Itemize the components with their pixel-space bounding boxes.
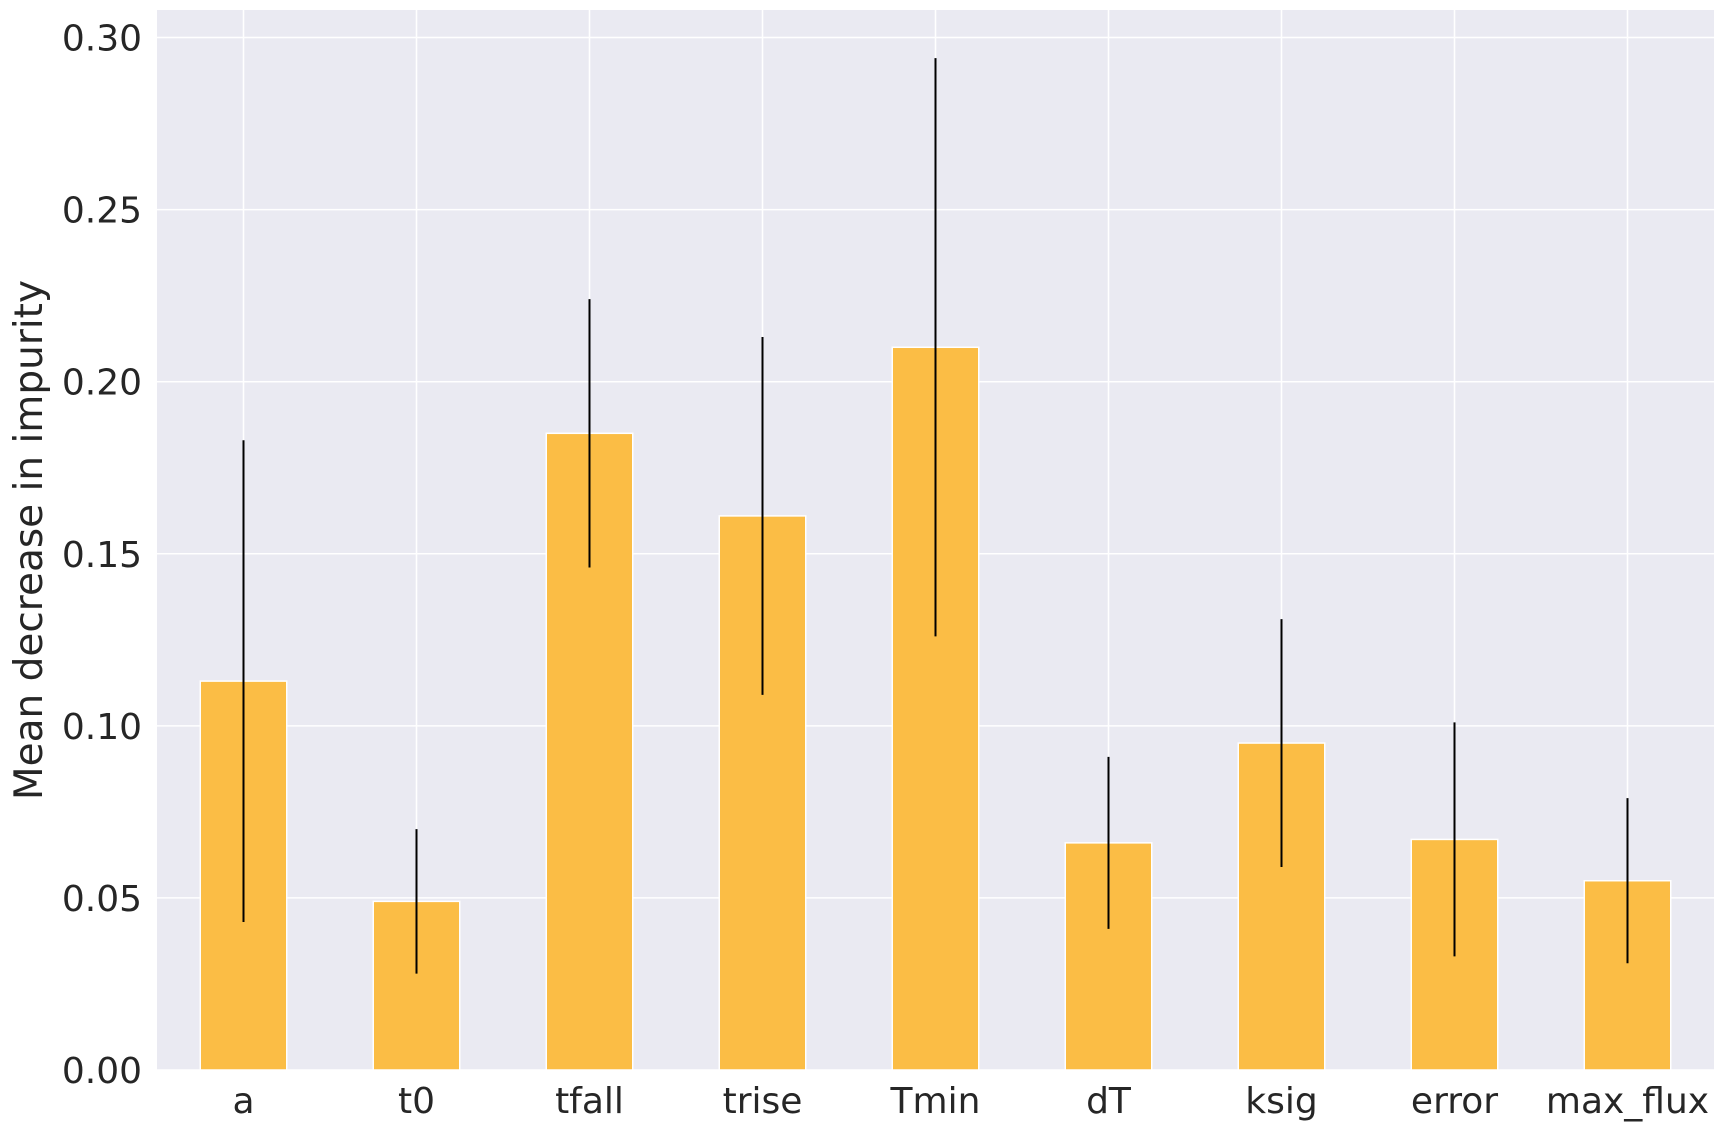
y-tick-label: 0.20 — [62, 363, 142, 404]
y-tick-label: 0.15 — [62, 535, 142, 576]
x-tick-label: error — [1411, 1081, 1498, 1122]
y-tick-label: 0.10 — [62, 707, 142, 748]
x-tick-label: trise — [723, 1081, 803, 1122]
y-tick-label: 0.25 — [62, 191, 142, 232]
x-tick-label: ksig — [1245, 1081, 1317, 1122]
x-tick-label: max_flux — [1546, 1081, 1709, 1122]
error-bars — [242, 58, 1629, 974]
y-tick-label: 0.05 — [62, 879, 142, 920]
x-tick-label: tfall — [555, 1081, 624, 1122]
y-tick-label: 0.30 — [62, 19, 142, 60]
x-tick-label: Tmin — [890, 1081, 981, 1122]
y-tick-label: 0.00 — [62, 1051, 142, 1092]
x-tick-labels: a t0 tfall trise Tmin dT ksig error max_flux — [232, 1081, 1709, 1122]
x-tick-label: a — [232, 1081, 254, 1122]
y-tick-labels: 0.00 0.05 0.10 0.15 0.20 0.25 0.30 — [62, 19, 142, 1092]
y-axis-label: Mean decrease in impurity — [7, 280, 52, 800]
x-tick-label: t0 — [398, 1081, 435, 1122]
x-tick-label: dT — [1086, 1081, 1132, 1122]
